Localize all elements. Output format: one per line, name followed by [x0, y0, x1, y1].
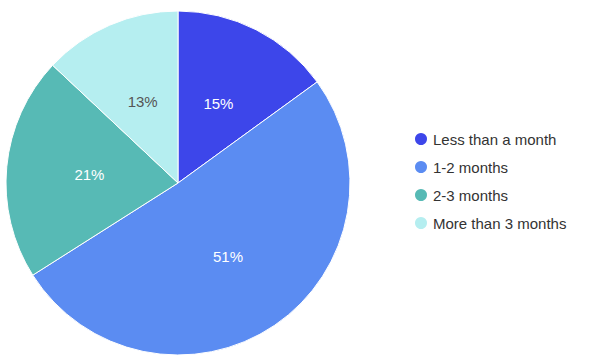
svg-text:21%: 21%: [74, 166, 104, 183]
svg-text:15%: 15%: [203, 95, 233, 112]
svg-text:Less than a month: Less than a month: [433, 131, 556, 148]
svg-text:51%: 51%: [213, 248, 243, 265]
svg-text:13%: 13%: [128, 93, 158, 110]
svg-text:1-2 months: 1-2 months: [433, 159, 508, 176]
svg-text:More than 3 months: More than 3 months: [433, 215, 566, 232]
svg-text:2-3 months: 2-3 months: [433, 187, 508, 204]
